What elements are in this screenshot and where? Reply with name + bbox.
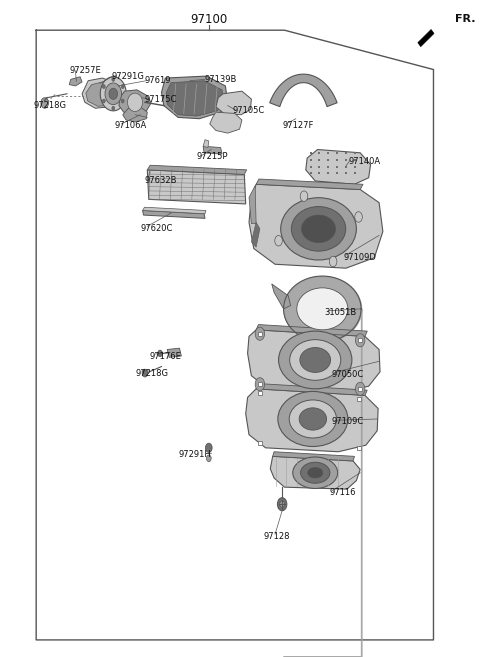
Text: 97116: 97116	[329, 488, 356, 497]
Text: 97632B: 97632B	[145, 176, 178, 185]
Text: 97620C: 97620C	[140, 223, 173, 233]
Circle shape	[275, 235, 282, 246]
Ellipse shape	[300, 348, 331, 373]
Circle shape	[255, 378, 264, 391]
Polygon shape	[69, 77, 82, 86]
Ellipse shape	[308, 468, 323, 478]
Polygon shape	[272, 284, 290, 309]
Circle shape	[255, 327, 264, 340]
Circle shape	[300, 191, 308, 202]
Polygon shape	[246, 389, 378, 452]
Text: 97109C: 97109C	[332, 417, 364, 426]
Text: 97218G: 97218G	[135, 369, 168, 378]
Circle shape	[355, 334, 365, 347]
Circle shape	[280, 501, 285, 507]
Polygon shape	[203, 147, 222, 154]
Polygon shape	[256, 384, 367, 396]
Circle shape	[112, 106, 115, 110]
Circle shape	[102, 85, 105, 89]
Text: 97106A: 97106A	[114, 121, 146, 130]
Circle shape	[355, 382, 365, 396]
Ellipse shape	[301, 215, 336, 242]
Ellipse shape	[100, 77, 126, 111]
Circle shape	[206, 455, 211, 462]
Ellipse shape	[291, 206, 346, 251]
Polygon shape	[143, 207, 206, 214]
Text: 97100: 97100	[190, 12, 228, 26]
Text: 97619: 97619	[145, 76, 171, 85]
Ellipse shape	[290, 340, 341, 380]
Polygon shape	[249, 184, 383, 268]
Polygon shape	[82, 78, 119, 108]
Text: 97128: 97128	[263, 532, 290, 541]
Circle shape	[355, 212, 362, 222]
Polygon shape	[147, 166, 247, 174]
Polygon shape	[252, 222, 260, 247]
Polygon shape	[270, 457, 360, 489]
Text: 97291G: 97291G	[112, 72, 145, 81]
Text: FR.: FR.	[455, 14, 475, 24]
Text: 97176E: 97176E	[150, 351, 181, 361]
Polygon shape	[147, 170, 246, 204]
Text: 97291H: 97291H	[178, 450, 211, 459]
Circle shape	[121, 85, 124, 89]
Text: 97050C: 97050C	[332, 370, 364, 379]
Ellipse shape	[278, 331, 352, 389]
Circle shape	[41, 98, 48, 108]
Ellipse shape	[293, 457, 338, 488]
Polygon shape	[119, 90, 151, 115]
Polygon shape	[167, 348, 181, 357]
Ellipse shape	[105, 83, 121, 104]
Polygon shape	[143, 210, 205, 218]
Polygon shape	[306, 150, 371, 184]
Polygon shape	[216, 91, 252, 115]
Polygon shape	[256, 179, 363, 189]
Polygon shape	[161, 76, 228, 119]
Polygon shape	[249, 185, 256, 223]
Text: 97215P: 97215P	[197, 152, 228, 161]
Polygon shape	[123, 107, 147, 122]
Polygon shape	[270, 74, 337, 106]
Text: 97140A: 97140A	[348, 158, 381, 166]
Circle shape	[102, 99, 105, 103]
Polygon shape	[166, 81, 224, 116]
Circle shape	[158, 350, 162, 357]
Text: 97139B: 97139B	[204, 75, 237, 84]
Text: 97257E: 97257E	[69, 66, 101, 76]
Circle shape	[205, 443, 212, 453]
Circle shape	[112, 78, 115, 81]
Circle shape	[121, 99, 124, 103]
Polygon shape	[210, 112, 242, 133]
Circle shape	[142, 369, 148, 377]
Polygon shape	[256, 325, 367, 336]
Text: 97105C: 97105C	[232, 106, 264, 116]
Ellipse shape	[109, 88, 118, 99]
Text: 97175C: 97175C	[145, 95, 177, 104]
Ellipse shape	[128, 93, 143, 112]
Text: 97218G: 97218G	[34, 101, 67, 110]
Text: 97127F: 97127F	[282, 121, 313, 130]
Polygon shape	[203, 140, 209, 148]
Text: 31051B: 31051B	[324, 307, 357, 317]
Ellipse shape	[300, 463, 330, 484]
Circle shape	[329, 256, 337, 267]
Polygon shape	[248, 330, 380, 393]
Ellipse shape	[278, 392, 348, 447]
Polygon shape	[86, 82, 116, 106]
Text: 97109D: 97109D	[344, 253, 376, 262]
Ellipse shape	[297, 288, 348, 330]
Ellipse shape	[281, 198, 356, 260]
Ellipse shape	[299, 408, 326, 430]
Polygon shape	[418, 30, 434, 47]
Polygon shape	[273, 452, 355, 461]
Ellipse shape	[289, 400, 336, 438]
Circle shape	[277, 497, 287, 510]
